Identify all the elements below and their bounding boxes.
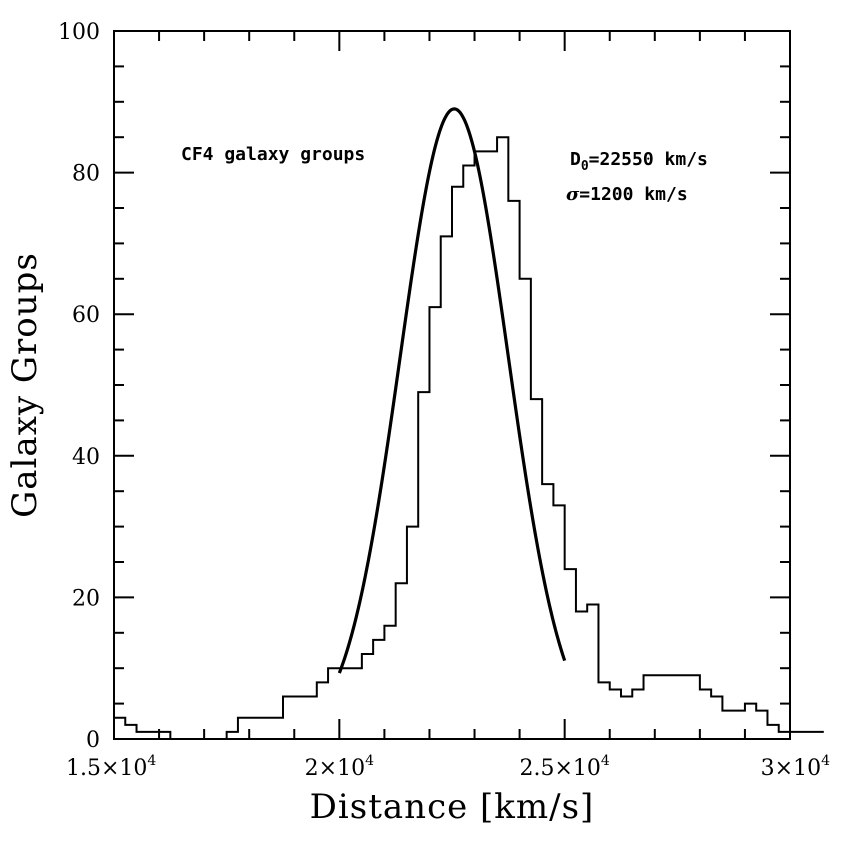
sigma-annotation: σ=1200 km/s (566, 184, 688, 205)
x-tick-label: 2×104 (305, 753, 374, 781)
d0-symbol: D (570, 149, 581, 170)
y-tick-label: 80 (72, 162, 100, 187)
x-tick-mantissa: 2×10 (305, 756, 365, 781)
y-tick-label: 60 (72, 303, 100, 328)
x-tick-mantissa: 3×10 (761, 756, 821, 781)
d0-annotation: D0=22550 km/s (570, 149, 708, 174)
x-tick-mantissa: 1.5×10 (66, 756, 147, 781)
x-axis-title: Distance [km/s] (310, 787, 595, 827)
dataset-label: CF4 galaxy groups (181, 144, 365, 165)
y-tick-label: 100 (58, 20, 100, 45)
plot-frame (113, 30, 791, 740)
x-tick-mantissa: 2.5×10 (519, 756, 600, 781)
x-tick-label: 2.5×104 (519, 753, 609, 781)
d0-subscript: 0 (581, 159, 589, 174)
y-tick-labels: 0 20 40 60 80 100 (58, 20, 100, 753)
axis-ticks (113, 30, 791, 740)
y-tick-label: 0 (86, 728, 100, 753)
x-tick-exponent: 4 (147, 753, 156, 769)
d0-value: =22550 km/s (589, 149, 708, 170)
x-tick-exponent: 4 (365, 753, 374, 769)
x-tick-labels: 1.5×104 2×104 2.5×104 3×104 (66, 753, 830, 781)
sigma-symbol: σ (566, 184, 580, 205)
y-tick-label: 20 (72, 586, 100, 611)
sigma-value: =1200 km/s (579, 184, 687, 205)
x-tick-exponent: 4 (821, 753, 830, 769)
x-tick-label: 1.5×104 (66, 753, 156, 781)
gaussian-fit-curve (337, 107, 567, 674)
histogram-series (114, 136, 824, 740)
y-axis-title: Galaxy Groups (5, 252, 45, 518)
y-tick-label: 40 (72, 445, 100, 470)
x-tick-label: 3×104 (761, 753, 830, 781)
x-tick-exponent: 4 (601, 753, 610, 769)
